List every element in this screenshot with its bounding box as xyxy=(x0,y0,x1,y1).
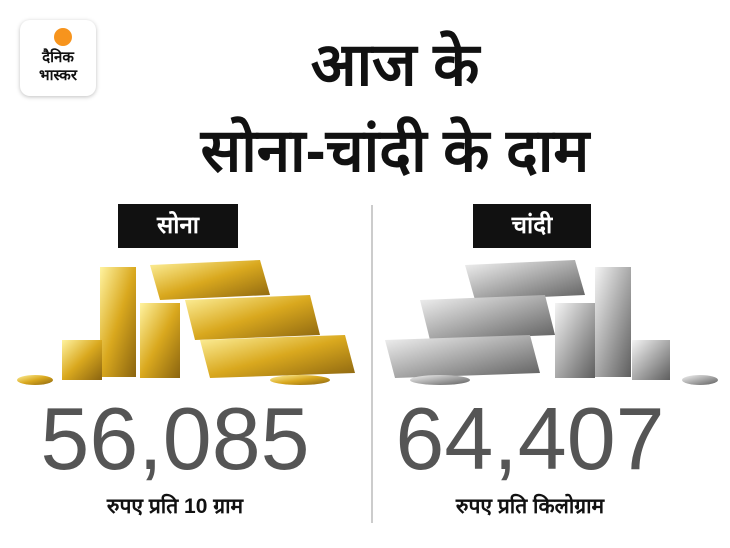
price-unit: रुपए प्रति किलोग्राम xyxy=(455,495,605,518)
metal-label: चांदी xyxy=(473,204,591,248)
logo: दैनिक भास्कर xyxy=(20,20,96,96)
metal-label: सोना xyxy=(118,204,238,248)
logo-text: दैनिक xyxy=(42,49,74,66)
title: आज के xyxy=(310,31,480,98)
metal-illustration xyxy=(17,260,718,385)
title: सोना-चांदी के दाम xyxy=(200,117,590,184)
logo-text: भास्कर xyxy=(39,67,77,84)
divider xyxy=(371,205,373,523)
gold-stack xyxy=(17,260,355,385)
price: 64,407 xyxy=(395,389,665,488)
price-unit: रुपए प्रति 10 ग्राम xyxy=(106,495,244,518)
silver-stack xyxy=(385,260,718,385)
price: 56,085 xyxy=(40,389,310,488)
